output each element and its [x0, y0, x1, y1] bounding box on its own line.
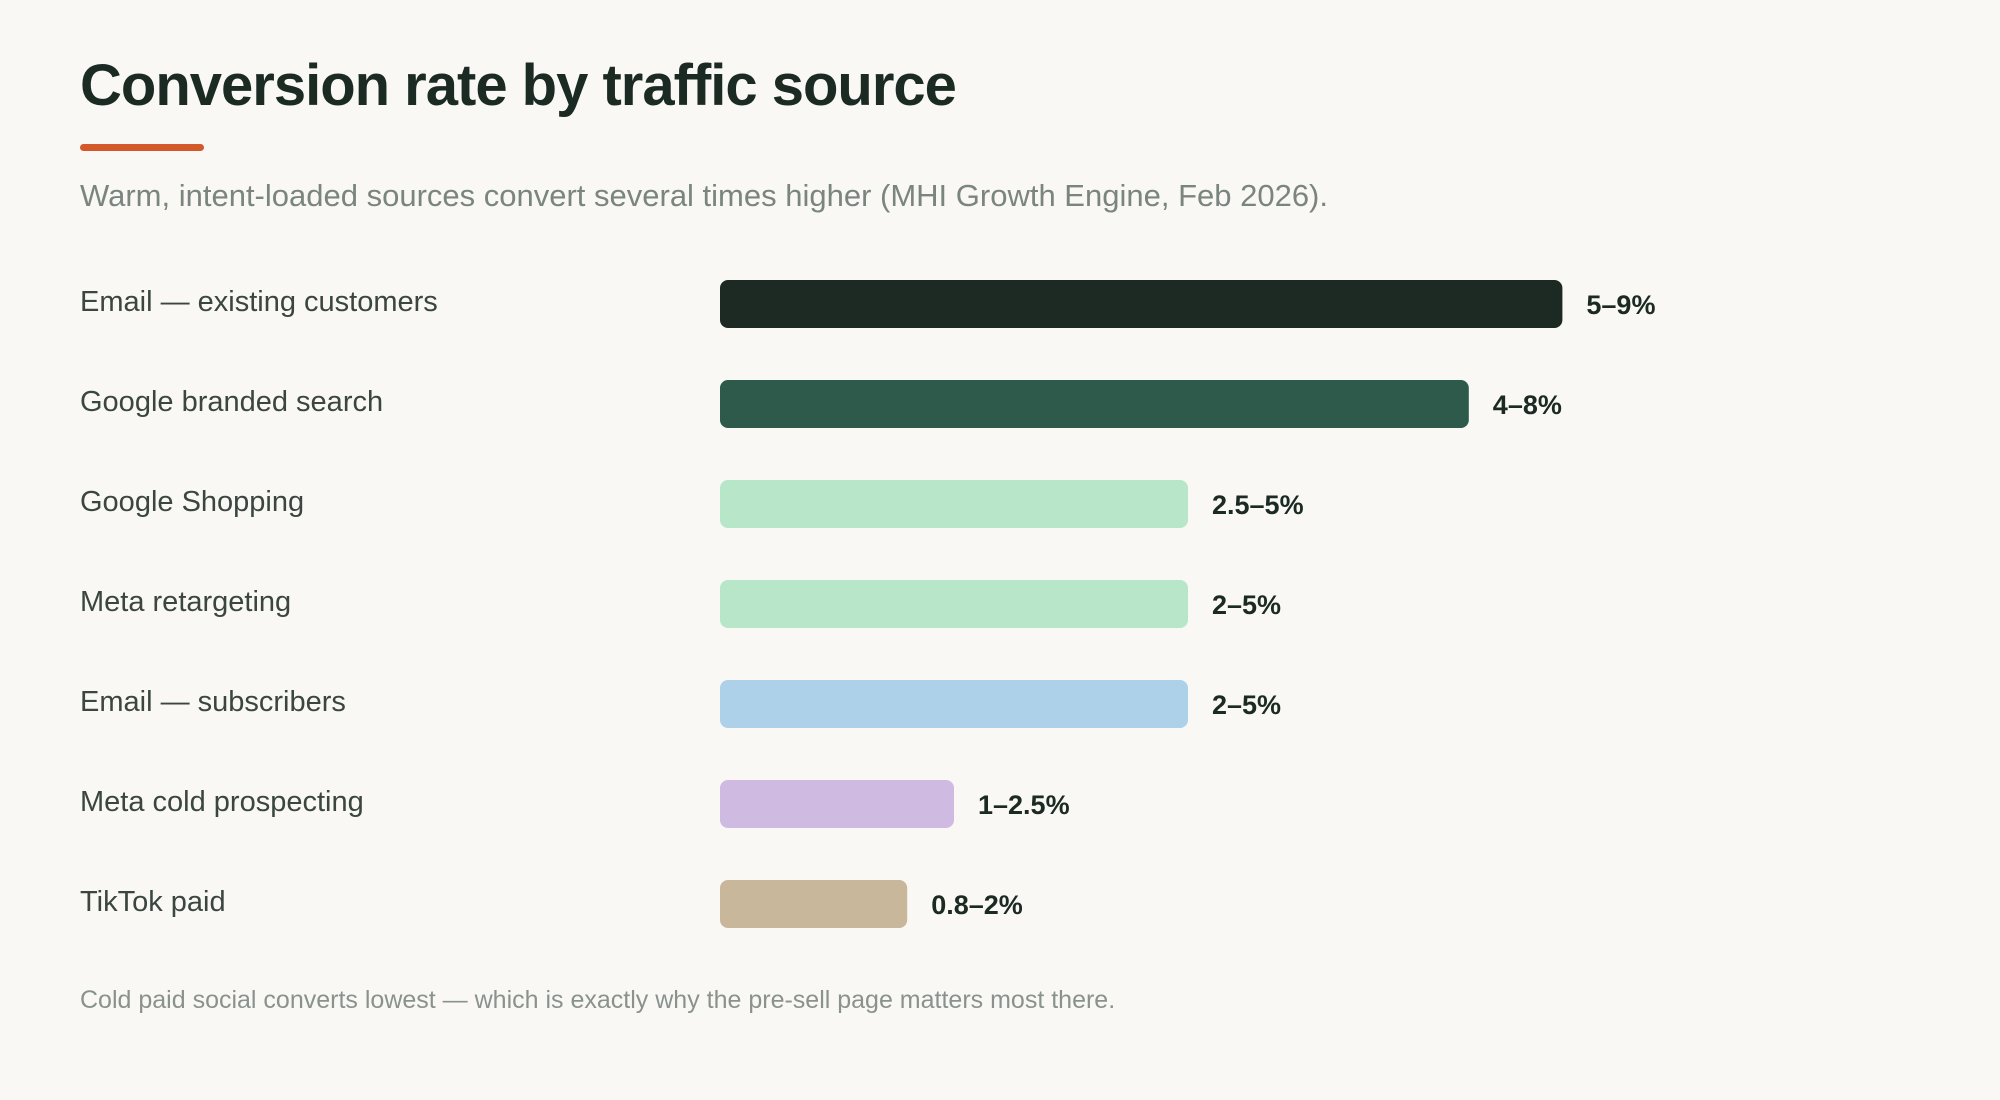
value-label: 2.5–5%: [1212, 490, 1304, 520]
chart-footnote: Cold paid social converts lowest — which…: [80, 986, 1116, 1014]
category-label: Google Shopping: [80, 486, 304, 518]
title-accent-rule: [80, 144, 204, 151]
bar: [720, 780, 954, 828]
category-label: TikTok paid: [80, 886, 226, 918]
bar: [720, 680, 1188, 728]
category-label: Google branded search: [80, 386, 383, 418]
bar: [720, 480, 1188, 528]
chart-subtitle: Warm, intent-loaded sources convert seve…: [80, 178, 1328, 213]
bar: [720, 280, 1563, 328]
bar-chart: Email — existing customers 5–9% Google bra…: [80, 280, 1655, 928]
category-label: Email — existing customers: [80, 286, 438, 318]
value-label: 2–5%: [1212, 690, 1281, 720]
chart-title: Conversion rate by traffic source: [80, 53, 957, 118]
bar: [720, 380, 1469, 428]
value-label: 4–8%: [1493, 390, 1562, 420]
value-label: 0.8–2%: [931, 890, 1023, 920]
value-label: 2–5%: [1212, 590, 1281, 620]
bar: [720, 880, 908, 928]
bar: [720, 580, 1188, 628]
value-label: 5–9%: [1586, 290, 1655, 320]
category-label: Meta retargeting: [80, 586, 291, 618]
value-label: 1–2.5%: [978, 790, 1070, 820]
category-label: Email — subscribers: [80, 686, 346, 718]
category-label: Meta cold prospecting: [80, 786, 364, 818]
